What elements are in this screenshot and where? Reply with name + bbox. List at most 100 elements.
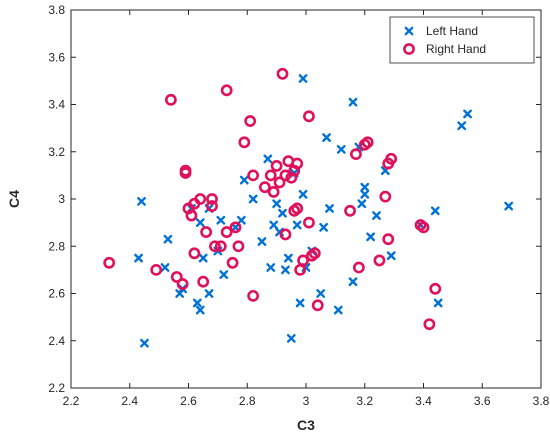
right-hand-point bbox=[103, 256, 116, 269]
right-hand-point bbox=[417, 221, 430, 234]
left-hand-point bbox=[163, 234, 173, 244]
right-hand-point bbox=[429, 282, 442, 295]
right-hand-point bbox=[164, 93, 177, 106]
right-hand-point bbox=[206, 200, 218, 212]
right-hand-point bbox=[350, 148, 362, 161]
y-tick-label: 2.4 bbox=[48, 334, 65, 348]
x-tick-label: 3.8 bbox=[533, 394, 550, 408]
x-tick-label: 2.4 bbox=[121, 394, 138, 408]
left-hand-point bbox=[266, 263, 276, 272]
left-hand-point bbox=[248, 194, 258, 204]
right-hand-point bbox=[303, 110, 315, 123]
legend: Left Hand Right Hand bbox=[389, 16, 535, 64]
left-hand-point bbox=[272, 199, 282, 209]
right-hand-point bbox=[200, 226, 213, 238]
right-hand-point bbox=[188, 247, 201, 260]
left-hand-point bbox=[231, 222, 240, 232]
right-hand-point bbox=[423, 318, 436, 331]
right-hand-point bbox=[179, 164, 192, 177]
legend-box bbox=[389, 16, 535, 64]
right-hand-point bbox=[267, 186, 280, 198]
left-hand-point bbox=[195, 218, 205, 228]
left-hand-point bbox=[198, 253, 208, 263]
y-tick-label: 3.6 bbox=[48, 50, 65, 64]
left-hand-point bbox=[281, 265, 290, 275]
left-hand-point bbox=[263, 154, 273, 164]
left-hand-point bbox=[269, 220, 279, 230]
left-hand-point bbox=[333, 305, 343, 315]
right-hand-point bbox=[291, 157, 304, 170]
x-tick-label: 2.2 bbox=[63, 394, 80, 408]
right-hand-point bbox=[344, 204, 356, 217]
right-hand-point bbox=[206, 193, 218, 205]
right-hand-point bbox=[185, 209, 198, 222]
left-hand-point bbox=[433, 298, 443, 308]
right-hand-point bbox=[385, 152, 398, 165]
y-tick-label: 3.2 bbox=[48, 145, 65, 159]
right-hand-point bbox=[352, 261, 365, 274]
right-hand-point bbox=[303, 216, 315, 229]
right-hand-point bbox=[247, 169, 260, 182]
left-hand-point bbox=[386, 251, 396, 261]
plot-area bbox=[70, 9, 542, 389]
left-hand-point bbox=[140, 338, 149, 348]
right-hand-point bbox=[194, 193, 207, 205]
y-axis: 2.2 2.4 2.6 2.8 3 3.2 3.4 3.6 3.8 bbox=[48, 3, 541, 395]
legend-marker bbox=[404, 26, 414, 36]
left-hand-point bbox=[357, 199, 367, 209]
x-axis: 2.2 2.4 2.6 2.8 3 3.2 3.4 3.6 3.8 bbox=[63, 10, 550, 408]
left-hand-point bbox=[457, 121, 467, 131]
left-hand-point bbox=[292, 220, 302, 230]
left-hand-point bbox=[195, 305, 205, 315]
left-hand-point bbox=[298, 74, 308, 83]
left-hand-point bbox=[504, 201, 514, 211]
right-hand-point bbox=[229, 221, 242, 234]
x-tick-label: 3 bbox=[303, 394, 310, 408]
left-hand-point bbox=[295, 298, 305, 308]
series-right-hand bbox=[103, 67, 442, 331]
y-tick-label: 2.8 bbox=[48, 239, 65, 253]
y-tick-label: 2.2 bbox=[48, 381, 65, 395]
left-hand-point bbox=[360, 182, 370, 192]
right-hand-point bbox=[279, 169, 292, 182]
y-axis-label: C4 bbox=[6, 190, 22, 208]
left-hand-point bbox=[192, 298, 202, 308]
right-hand-point bbox=[379, 190, 392, 203]
right-hand-point bbox=[176, 278, 189, 290]
legend-label: Right Hand bbox=[426, 42, 486, 56]
left-hand-point bbox=[175, 289, 185, 298]
left-hand-point bbox=[348, 97, 358, 107]
left-hand-point bbox=[278, 208, 287, 218]
left-hand-point bbox=[316, 289, 326, 298]
right-hand-point bbox=[247, 289, 260, 302]
left-hand-point bbox=[372, 211, 381, 220]
left-hand-point bbox=[216, 215, 226, 225]
left-hand-point bbox=[325, 204, 334, 213]
right-hand-point bbox=[291, 202, 304, 215]
right-hand-point bbox=[238, 136, 251, 149]
right-hand-point bbox=[297, 254, 309, 267]
y-tick-label: 3.4 bbox=[48, 98, 65, 112]
right-hand-point bbox=[273, 176, 286, 189]
left-hand-point bbox=[366, 232, 376, 242]
x-tick-label: 2.6 bbox=[180, 394, 197, 408]
left-hand-point bbox=[322, 133, 331, 142]
right-hand-point bbox=[220, 226, 233, 238]
right-hand-point bbox=[226, 256, 239, 269]
right-hand-point bbox=[220, 84, 233, 97]
data-points bbox=[103, 67, 514, 348]
x-tick-label: 3.6 bbox=[474, 394, 491, 408]
right-hand-point bbox=[382, 233, 395, 246]
left-hand-point bbox=[298, 189, 308, 199]
y-tick-label: 3.8 bbox=[48, 3, 65, 17]
left-hand-point bbox=[219, 270, 229, 279]
left-hand-point bbox=[134, 253, 143, 263]
right-hand-point bbox=[373, 254, 386, 267]
left-hand-point bbox=[286, 333, 296, 343]
x-tick-label: 2.8 bbox=[239, 394, 256, 408]
right-hand-point bbox=[311, 299, 324, 312]
left-hand-point bbox=[463, 109, 472, 119]
right-hand-point bbox=[232, 240, 245, 253]
left-hand-point bbox=[360, 189, 370, 199]
